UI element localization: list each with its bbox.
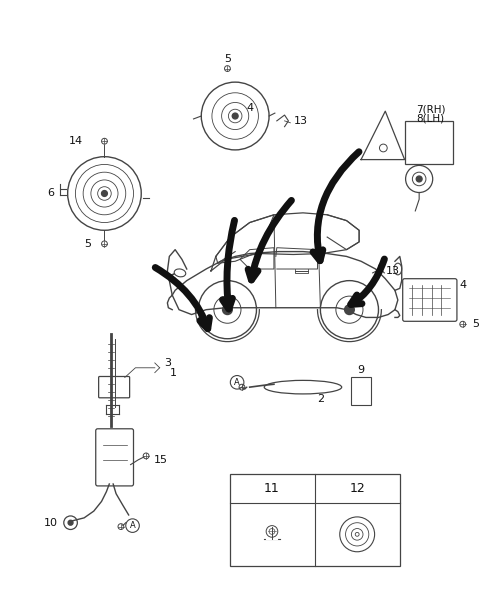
Text: 1: 1	[169, 368, 176, 377]
Circle shape	[232, 113, 238, 119]
Text: 5: 5	[84, 239, 91, 249]
Text: 8(LH): 8(LH)	[417, 114, 445, 124]
Circle shape	[68, 520, 73, 525]
Text: 13: 13	[294, 116, 308, 126]
Text: A: A	[234, 378, 240, 387]
Text: A: A	[130, 521, 135, 530]
Circle shape	[223, 305, 232, 314]
Text: 6: 6	[47, 188, 54, 199]
Circle shape	[102, 191, 108, 196]
Text: 4: 4	[247, 103, 254, 113]
Text: 9: 9	[358, 365, 365, 375]
Text: 15: 15	[154, 455, 168, 465]
Circle shape	[416, 176, 422, 182]
Text: 11: 11	[264, 482, 280, 496]
Text: 5: 5	[472, 319, 480, 329]
Text: 10: 10	[44, 518, 58, 528]
Circle shape	[345, 305, 354, 314]
Text: 3: 3	[165, 358, 171, 368]
Text: 7(RH): 7(RH)	[416, 104, 445, 114]
Text: 12: 12	[349, 482, 365, 496]
Text: 2: 2	[317, 394, 324, 404]
Text: 14: 14	[69, 136, 83, 146]
Text: 5: 5	[224, 54, 231, 64]
Text: 13: 13	[386, 266, 400, 276]
Text: 4: 4	[460, 280, 467, 290]
